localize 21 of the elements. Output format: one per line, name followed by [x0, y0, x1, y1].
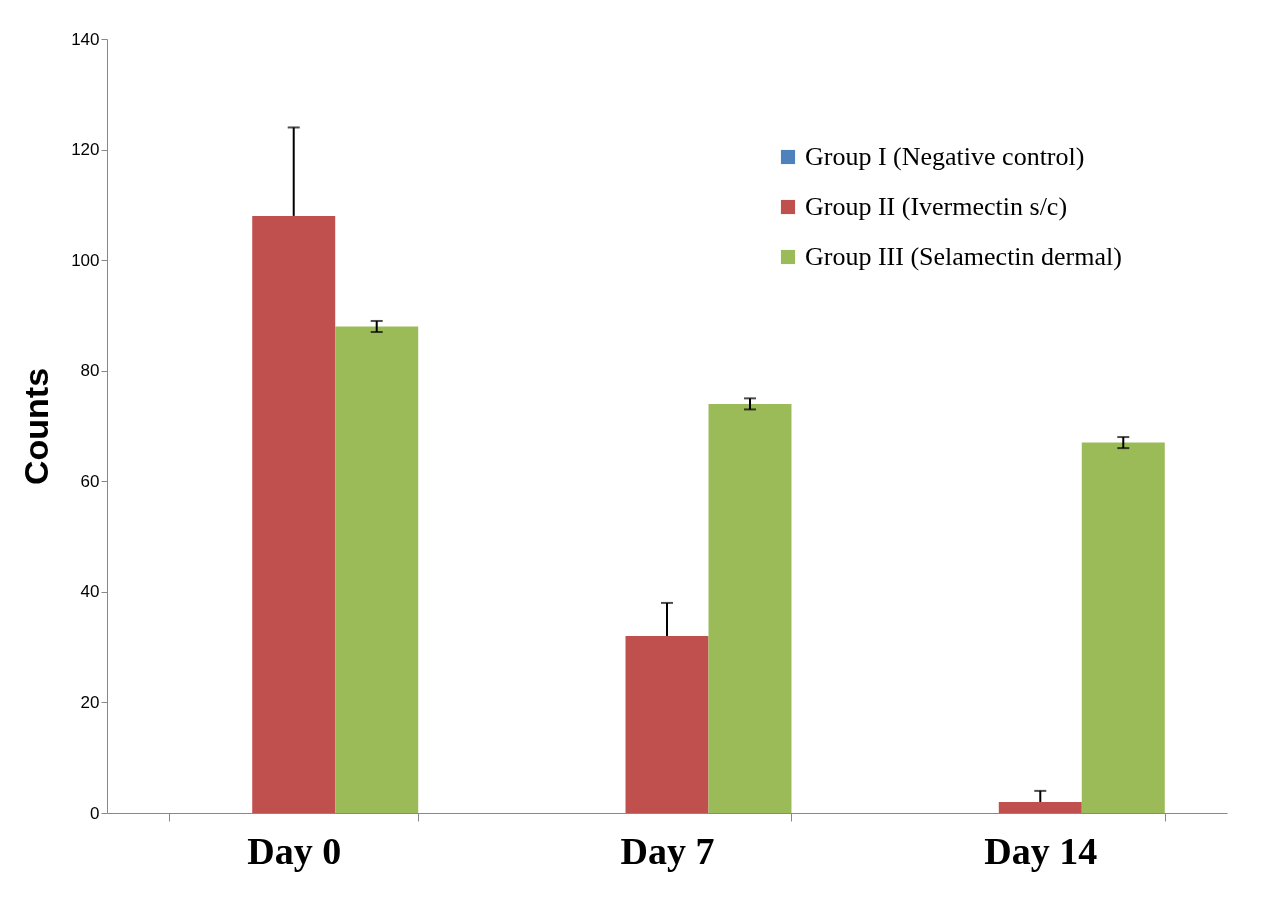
y-axis-title: Counts: [17, 367, 56, 486]
x-tick-label: Day 7: [620, 829, 715, 872]
bar: [708, 403, 792, 813]
bar: [252, 215, 336, 813]
bar: [1081, 442, 1165, 813]
x-tick-label: Day 14: [984, 829, 1098, 872]
y-tick-label: 140: [71, 29, 100, 49]
legend-label: Group II (Ivermectin s/c): [805, 192, 1068, 221]
legend-label: Group I (Negative control): [805, 142, 1085, 171]
bar: [625, 636, 709, 813]
y-tick-label: 20: [80, 692, 100, 712]
y-tick-label: 60: [80, 471, 100, 491]
y-tick-label: 100: [71, 250, 100, 270]
x-tick-label: Day 0: [247, 829, 342, 872]
y-tick-label: 80: [80, 361, 100, 381]
bar: [998, 801, 1082, 813]
y-tick-label: 0: [90, 803, 100, 823]
bar: [335, 326, 419, 813]
legend-label: Group III (Selamectin dermal): [805, 242, 1122, 271]
y-tick-label: 120: [71, 140, 100, 160]
y-tick-label: 40: [80, 582, 100, 602]
